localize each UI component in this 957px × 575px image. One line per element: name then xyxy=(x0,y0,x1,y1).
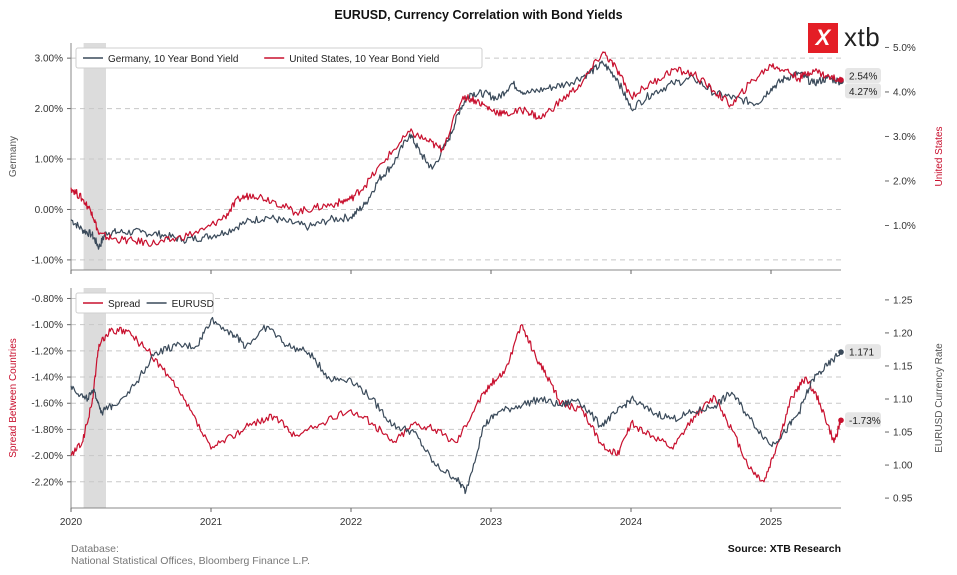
footer-source: Source: XTB Research xyxy=(727,543,841,555)
footer-database-label: Database: xyxy=(71,543,119,555)
top-left-tick-label: 0.00% xyxy=(35,205,63,216)
bottom-series-end-dot xyxy=(838,349,844,355)
bottom-end-label-text: -1.73% xyxy=(849,416,881,427)
top-left-axis-label: Germany xyxy=(8,136,19,177)
bottom-left-tick-label: -2.20% xyxy=(31,477,63,488)
x-tick-label: 2025 xyxy=(760,517,783,528)
bottom-legend-entry: Spread xyxy=(108,299,140,310)
bottom-left-tick-label: -1.00% xyxy=(31,320,63,331)
bottom-left-axis-label: Spread Between Countries xyxy=(8,338,19,458)
chart-title: EURUSD, Currency Correlation with Bond Y… xyxy=(334,8,623,22)
bottom-left-tick-label: -0.80% xyxy=(31,294,63,305)
bottom-panel: -2.20% -2.00% -1.80% -1.60% -1.40% -1.20% -1.0… xyxy=(8,288,945,528)
top-left-tick-label: 2.00% xyxy=(35,104,63,115)
bottom-right-tick-label: 1.15 xyxy=(893,361,913,372)
bottom-left-tick-label: -1.80% xyxy=(31,425,63,436)
top-legend-entry: United States, 10 Year Bond Yield xyxy=(289,54,439,65)
top-panel: -1.00% 0.00% 1.00% 2.00% 3.00% 1.0% 2.0% 3.0% 4.… xyxy=(8,43,945,274)
bottom-end-label-text: 1.171 xyxy=(849,348,874,359)
bottom-end-label-bg xyxy=(845,412,881,428)
top-end-label-text: 4.27% xyxy=(849,87,877,98)
xtb-logo-mark: X xyxy=(808,22,838,53)
bottom-series-spread xyxy=(70,324,842,483)
top-right-tick-label: 4.0% xyxy=(893,87,916,98)
bottom-legend-box xyxy=(75,292,214,314)
bottom-right-tick-label: 1.20 xyxy=(893,328,913,339)
top-left-tick-label: 1.00% xyxy=(35,155,63,166)
bottom-end-label: 1.171 xyxy=(845,344,881,360)
top-legend-entry: Germany, 10 Year Bond Yield xyxy=(108,54,238,65)
top-right-tick-label: 5.0% xyxy=(893,43,916,54)
top-right-tick-label: 3.0% xyxy=(893,132,916,143)
bottom-left-tick-label: -1.20% xyxy=(31,346,63,357)
top-end-label: 2.54% xyxy=(845,67,881,83)
top-right-tick-label: 1.0% xyxy=(893,221,916,232)
top-right-tick-label: 2.0% xyxy=(893,176,916,187)
bottom-series-eurusd xyxy=(70,316,842,495)
bottom-right-tick-label: 0.95 xyxy=(893,494,913,505)
top-right-axis-label: United States xyxy=(934,126,945,186)
bottom-right-tick-label: 1.05 xyxy=(893,428,913,439)
top-end-label-bg xyxy=(845,83,881,99)
bottom-series-end-dot xyxy=(838,417,844,424)
top-end-label-bg xyxy=(845,67,881,83)
bottom-end-label: -1.73% xyxy=(845,412,881,428)
top-series-end-dot xyxy=(838,77,844,83)
footer-database-sources: National Statistical Offices, Bloomberg … xyxy=(71,555,310,567)
bottom-right-tick-label: 1.25 xyxy=(893,295,913,306)
x-tick-label: 2024 xyxy=(620,517,643,528)
top-shaded-region xyxy=(83,43,106,270)
xtb-logo-text: xtb xyxy=(844,22,881,52)
bottom-legend-entry: EURUSD xyxy=(172,299,214,310)
top-legend: Germany, 10 Year Bond Yield United States… xyxy=(75,47,483,69)
bottom-right-tick-label: 1.10 xyxy=(893,394,913,405)
bottom-left-tick-label: -1.40% xyxy=(31,373,63,384)
footer-database: Database: National Statistical Offices, … xyxy=(71,543,310,567)
top-series-germany-10-year-bond-yield xyxy=(70,60,842,250)
bottom-end-label-bg xyxy=(845,344,881,360)
bottom-right-tick-label: 1.00 xyxy=(893,461,913,472)
x-tick-label: 2022 xyxy=(340,517,363,528)
x-tick-label: 2020 xyxy=(60,517,83,528)
top-left-tick-label: 3.00% xyxy=(35,54,63,65)
top-left-tick-label: -1.00% xyxy=(31,255,63,266)
top-end-label: 4.27% xyxy=(845,83,881,99)
xtb-logo: X xtb xyxy=(808,22,880,53)
top-series-united-states-10-year-bond-yield xyxy=(70,51,842,247)
x-tick-label: 2023 xyxy=(480,517,503,528)
x-tick-label: 2021 xyxy=(200,517,223,528)
top-end-label-text: 2.54% xyxy=(849,71,877,82)
bottom-left-tick-label: -2.00% xyxy=(31,451,63,462)
bottom-legend: Spread EURUSD xyxy=(75,292,214,314)
bottom-left-tick-label: -1.60% xyxy=(31,399,63,410)
bottom-right-axis-label: EURUSD Currency Rate xyxy=(934,343,945,453)
